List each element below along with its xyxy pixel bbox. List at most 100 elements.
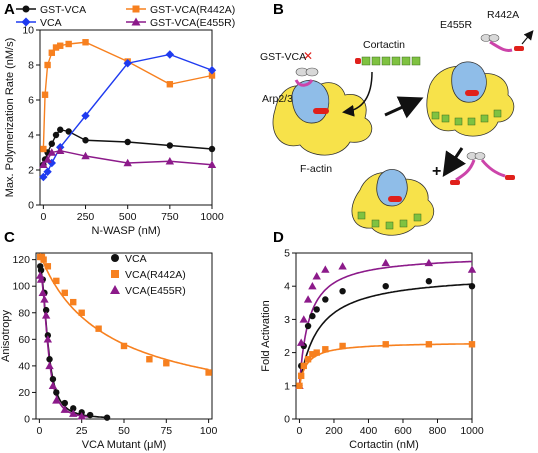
cortactin-bound-2 <box>431 109 502 126</box>
chart-d: 0 200 400 600 800 1000 0 1 2 3 4 5 Cortactin (nM) Fol… <box>260 248 484 452</box>
chart-a-data-point <box>123 59 132 68</box>
chart-d-data-point <box>296 338 306 346</box>
chart-c-ytick-label: 40 <box>18 360 30 372</box>
actin-complex-2 <box>426 30 534 137</box>
chart-a-data-point <box>48 49 56 56</box>
chart-a-ytick-label: 8 <box>28 60 34 72</box>
chart-c-data-point <box>37 267 45 274</box>
chart-a-data-point <box>56 146 65 154</box>
chart-d-data-point <box>339 342 346 350</box>
block-x-icon: ✕ <box>303 49 313 63</box>
label-gst-vca: GST-VCA <box>260 51 306 63</box>
chart-a-data-point <box>65 40 72 48</box>
chart-a-data-point <box>52 44 60 51</box>
chart-d-data-point <box>309 312 316 320</box>
chart-c-data-point <box>61 289 68 297</box>
label-e455r: E455R <box>440 19 473 31</box>
chart-d-data-point <box>468 341 476 348</box>
chart-c-data-point <box>53 389 60 396</box>
chart-a-legend-label: GST-VCA <box>40 4 86 16</box>
chart-c-data-point <box>40 256 47 263</box>
chart-c-legend-label: VCA <box>125 253 147 265</box>
chart-d-data-point <box>304 356 312 363</box>
chart-c-data-point <box>86 411 94 419</box>
chart-d-fit-curve <box>298 260 473 386</box>
cortactin-bound-3 <box>357 211 422 230</box>
chart-a-legend-marker <box>131 17 141 26</box>
chart-a-data-point <box>39 172 48 182</box>
chart-a-data-point <box>207 66 217 75</box>
chart-a-data-point <box>43 155 52 163</box>
label-factin: F-actin <box>300 163 332 175</box>
chart-a-data-point <box>48 140 56 147</box>
chart-a-legend-marker <box>21 17 31 27</box>
chart-d-data-point <box>381 258 390 267</box>
chart-d-xtick-label: 1000 <box>460 425 484 437</box>
chart-a-ytick-label: 2 <box>28 165 34 177</box>
panel-label-b: B <box>273 1 284 18</box>
chart-d-ytick-label: 3 <box>284 314 290 326</box>
chart-d-xtick-label: 800 <box>429 425 447 437</box>
chart-c-xtick-label: 100 <box>200 425 218 437</box>
chart-a-data-point <box>166 81 174 88</box>
chart-d-data-point <box>382 341 389 348</box>
chart-a-legend-marker <box>132 5 140 13</box>
chart-c-data-point <box>46 356 53 363</box>
chart-c-ylabel: Anisotropy <box>0 310 12 362</box>
chart-a-xtick-label: 250 <box>77 211 95 223</box>
chart-c-data-point <box>60 405 69 413</box>
chart-c-legend-label: VCA(E455R) <box>125 285 186 297</box>
chart-c-data-point <box>70 298 77 306</box>
chart-c-ytick-label: 120 <box>12 254 30 266</box>
chart-d-ytick-label: 1 <box>284 380 290 392</box>
chart-a-data-point <box>81 151 90 160</box>
chart-a-xtick-label: 500 <box>119 211 137 223</box>
chart-d-data-point <box>309 351 316 358</box>
chart-a-data-point <box>57 126 64 133</box>
chart-a-data-point <box>47 158 57 168</box>
chart-d-data-point <box>296 382 303 389</box>
chart-a-xtick-label: 750 <box>161 211 179 223</box>
chart-c-data-point <box>95 325 102 332</box>
chart-d-xtick-label: 400 <box>360 425 378 437</box>
chart-d-xlabel: Cortactin (nM) <box>349 439 419 451</box>
chart-d-data-point <box>303 295 313 303</box>
chart-a-data-point <box>207 160 217 168</box>
chart-d-ytick-label: 0 <box>284 414 290 426</box>
chart-c-ytick-label: 100 <box>12 281 30 293</box>
chart-c-xtick-label: 50 <box>118 425 130 437</box>
chart-a-data-point <box>65 128 72 135</box>
diagram-b: ✕ GST-VCA Cortactin Arp2/3 F-actin <box>260 9 534 236</box>
chart-a-ylabel: Max. Polymerization Rate (nM/s) <box>4 38 16 198</box>
chart-c-data-point <box>44 263 52 270</box>
chart-c-data-point <box>48 381 58 389</box>
chart-a-series-line <box>42 53 213 178</box>
chart-a-ytick-label: 4 <box>28 130 34 142</box>
chart-c-legend-marker <box>111 254 119 262</box>
chart-c-xtick-label: 75 <box>160 425 172 437</box>
chart-d-data-point <box>313 349 320 356</box>
actin-complex-3 <box>351 169 435 236</box>
chart-a-data-point <box>41 91 49 98</box>
chart-d-data-point <box>339 287 346 295</box>
chart-c: 0 25 50 75 100 0 20 40 60 80 100 120 VCA Mutant (μM)… <box>0 252 218 451</box>
vca-red-1 <box>313 108 329 114</box>
chart-c-ytick-label: 60 <box>18 334 30 346</box>
chart-a-legend-label: GST-VCA(R442A) <box>150 4 235 16</box>
chart-c-data-point <box>163 360 170 367</box>
chart-c-data-point <box>49 375 57 383</box>
chart-a-data-point <box>165 50 175 59</box>
chart-c-data-point <box>146 356 153 363</box>
panel-label-a: A <box>4 1 15 18</box>
chart-c-data-point <box>61 399 68 407</box>
cortactin-chain <box>355 56 421 66</box>
chart-d-ylabel: Fold Activation <box>260 300 272 372</box>
chart-a-frame <box>39 29 213 206</box>
chart-c-data-point <box>53 277 60 285</box>
chart-c-data-point <box>205 369 212 376</box>
chart-c-ytick-label: 0 <box>24 414 30 426</box>
chart-a-data-point <box>39 160 48 168</box>
chart-d-xtick-label: 200 <box>325 425 343 437</box>
chart-a-data-point <box>82 39 89 46</box>
